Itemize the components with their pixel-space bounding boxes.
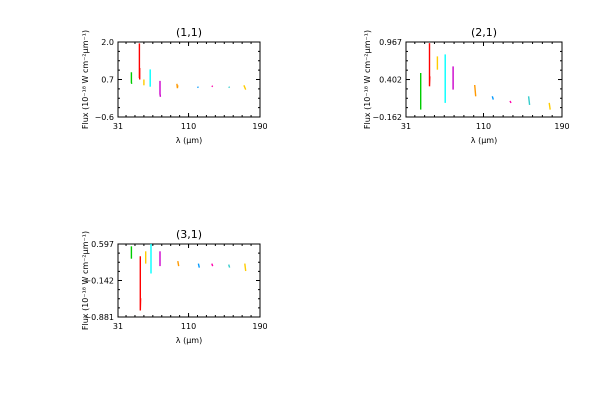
series-segment-8 [509, 100, 512, 104]
x-tick-label: 31 [401, 122, 411, 131]
x-tick-label: 31 [113, 122, 123, 131]
y-tick-label: −0.142 [84, 277, 114, 286]
series-segment-10 [243, 85, 247, 90]
series-segment-7 [491, 96, 494, 100]
y-axis-label: Flux (10⁻¹⁸ W cm⁻²μm⁻¹) [81, 30, 90, 129]
x-tick-label: 190 [554, 122, 569, 131]
panel-title: (1,1) [176, 26, 202, 39]
plot-frame [117, 243, 261, 318]
x-axis-label: λ (μm) [176, 136, 202, 145]
x-tick-label: 190 [252, 322, 267, 331]
series-segment-8 [211, 263, 214, 267]
y-axis-label: Flux (10⁻¹⁸ W cm⁻²μm⁻¹) [81, 231, 90, 330]
series-segment-9 [228, 86, 231, 89]
series-segment-10 [548, 102, 551, 110]
series-segment-10 [244, 263, 247, 272]
series-segment-7 [197, 263, 200, 268]
x-tick-label: 190 [252, 122, 267, 131]
y-axis-label: Flux (10⁻¹⁸ W cm⁻²μm⁻¹) [363, 30, 372, 129]
panel-title: (2,1) [471, 26, 497, 39]
y-tick-label: −0.881 [84, 313, 114, 322]
x-tick-label: 110 [181, 322, 196, 331]
series-segment-6 [177, 260, 180, 267]
series-segment-9 [527, 96, 531, 105]
y-tick-label: −0.6 [95, 113, 114, 122]
y-tick-label: 0.402 [379, 76, 402, 85]
panel-title: (3,1) [176, 228, 202, 241]
y-tick-label: 0.597 [91, 240, 114, 249]
panel-2: (2,1) 31 110 190 −0.162 0.402 0.967 λ (μm) Flux … [363, 26, 570, 145]
x-axis-label: λ (μm) [176, 336, 202, 345]
series-segment-6 [474, 84, 477, 97]
y-tick-label: 2.0 [101, 38, 114, 47]
x-tick-label: 110 [181, 122, 196, 131]
x-tick-label: 31 [113, 322, 123, 331]
panel-1: (1,1) 31 110 190 −0.6 0.7 2.0 λ (μm) Flux (10⁻¹⁸… [81, 26, 268, 145]
series-segment-9 [228, 264, 231, 268]
x-axis-label: λ (μm) [471, 136, 497, 145]
series-segment-8 [211, 85, 214, 88]
y-tick-label: 0.967 [379, 38, 402, 47]
panel-3: (3,1) 31 110 190 −0.881 −0.142 0.597 λ (μm) Flux… [81, 228, 268, 345]
y-tick-label: −0.162 [372, 113, 402, 122]
series-segment-7 [197, 86, 199, 89]
x-tick-label: 110 [476, 122, 491, 131]
series-segment-6 [176, 83, 179, 89]
y-tick-label: 0.7 [101, 76, 114, 85]
